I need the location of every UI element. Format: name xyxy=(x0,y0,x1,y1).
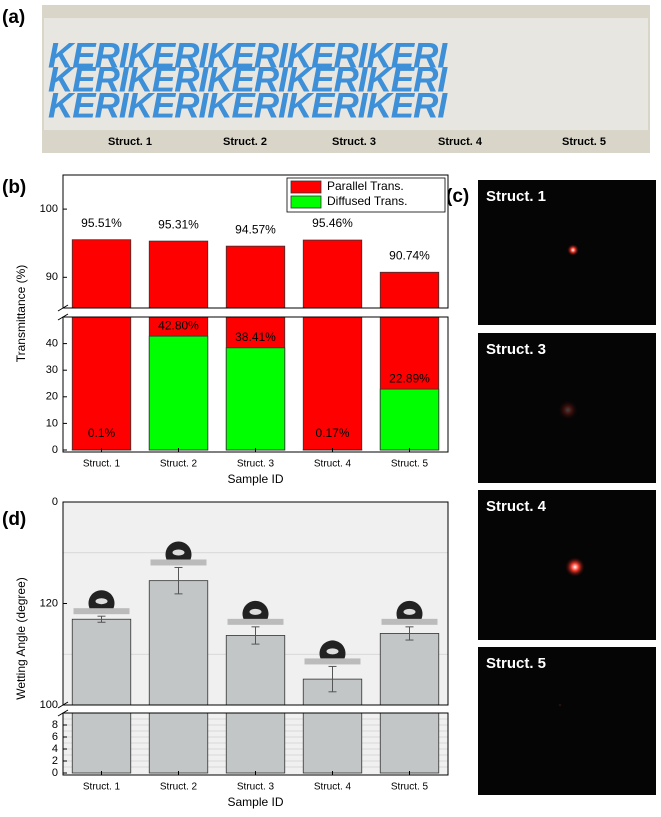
diffraction-label: Struct. 1 xyxy=(486,188,546,205)
value-label: 95.31% xyxy=(158,217,199,231)
break-mark xyxy=(57,709,69,717)
droplet-highlight xyxy=(95,598,108,605)
diffraction-spot xyxy=(567,244,579,256)
y-axis-label: Wetting Angle (degree) xyxy=(14,577,28,700)
bar xyxy=(148,580,209,774)
y-tick-label: 30 xyxy=(46,364,58,376)
bar xyxy=(225,347,286,451)
y-tick-label: 10 xyxy=(46,417,58,429)
y-tick-label: 100 xyxy=(40,699,58,711)
diffraction-label: Struct. 5 xyxy=(486,655,546,672)
bar xyxy=(71,618,132,774)
x-axis-label: Sample ID xyxy=(227,795,283,809)
photo-label: Struct. 5 xyxy=(562,136,606,148)
droplet-substrate xyxy=(227,618,284,625)
panel-label: (d) xyxy=(2,509,26,530)
x-tick-label: Struct. 4 xyxy=(314,782,352,793)
legend-swatch xyxy=(290,195,322,209)
droplet-highlight xyxy=(403,608,416,615)
y-tick-label: 2 xyxy=(52,755,58,767)
legend-label: Diffused Trans. xyxy=(327,194,407,208)
panel-label: (b) xyxy=(2,177,26,198)
diffraction-image xyxy=(478,180,656,325)
diffraction-spot xyxy=(565,557,585,577)
value-label: 0.17% xyxy=(315,426,349,440)
value-label: 0.1% xyxy=(88,426,116,440)
bar xyxy=(302,678,363,774)
value-label: 42.80% xyxy=(158,318,199,332)
value-label: 94.57% xyxy=(235,222,276,236)
photo-label: Struct. 2 xyxy=(223,136,267,148)
y-tick-label: 20 xyxy=(46,391,58,403)
legend-label: Parallel Trans. xyxy=(327,179,404,193)
frame xyxy=(62,174,449,309)
bar xyxy=(148,335,209,451)
y-tick-label: 100 xyxy=(40,203,58,215)
y-axis-label: Transmittance (%) xyxy=(14,265,28,363)
diffraction-spot xyxy=(558,703,562,707)
photo-label: Struct. 4 xyxy=(438,136,483,148)
droplet-substrate xyxy=(150,559,207,566)
photo-text: KERIKERIKERIKERIKERI xyxy=(48,86,448,125)
droplet-substrate xyxy=(304,658,361,665)
x-tick-label: Struct. 1 xyxy=(83,459,121,470)
axis-break xyxy=(59,308,452,317)
bar xyxy=(379,388,440,451)
y-tick-label: 0 xyxy=(52,767,58,779)
value-label: 90.74% xyxy=(389,248,430,262)
x-tick-label: Struct. 3 xyxy=(237,459,275,470)
photo-label: Struct. 1 xyxy=(108,136,152,148)
value-label: 95.51% xyxy=(81,216,122,230)
y-tick-label: 4 xyxy=(52,743,58,755)
y-tick-label: 6 xyxy=(52,731,58,743)
y-tick-label: 8 xyxy=(52,719,58,731)
photo: KERIKERIKERIKERIKERIKERIKERIKERIKERIKERI… xyxy=(42,5,650,153)
photo-label: Struct. 3 xyxy=(332,136,376,148)
axis-break xyxy=(59,705,452,713)
value-label: 22.89% xyxy=(389,371,430,385)
x-tick-label: Struct. 1 xyxy=(83,782,121,793)
photo-text: KERIKERIKERIKERIKERI xyxy=(48,60,448,99)
value-label: 95.46% xyxy=(312,216,353,230)
droplet-highlight xyxy=(326,648,339,655)
bar xyxy=(379,633,440,774)
photo-text: KERIKERIKERIKERIKERI xyxy=(48,36,448,75)
x-tick-label: Struct. 3 xyxy=(237,782,275,793)
bar xyxy=(225,635,286,774)
legend-swatch xyxy=(290,180,322,194)
droplet-highlight xyxy=(249,608,262,615)
x-tick-label: Struct. 5 xyxy=(391,459,429,470)
bar xyxy=(71,239,132,451)
droplet-highlight xyxy=(172,549,185,556)
value-label: 38.41% xyxy=(235,330,276,344)
x-tick-label: Struct. 2 xyxy=(160,459,198,470)
x-tick-label: Struct. 2 xyxy=(160,782,198,793)
x-axis-label: Sample ID xyxy=(227,472,283,486)
diffraction-label: Struct. 3 xyxy=(486,341,546,358)
y-tick-label: 90 xyxy=(46,271,58,283)
diffraction-image xyxy=(478,647,656,795)
diffraction-label: Struct. 4 xyxy=(486,498,547,515)
x-tick-label: Struct. 4 xyxy=(314,459,352,470)
droplet-substrate xyxy=(381,618,438,625)
droplet-substrate xyxy=(73,608,130,615)
break-mark xyxy=(57,313,69,321)
panel-label: (a) xyxy=(2,7,25,28)
panel-label: (c) xyxy=(446,186,469,207)
diffraction-spot xyxy=(558,400,578,420)
y-tick-label: 120 xyxy=(40,597,58,609)
x-tick-label: Struct. 5 xyxy=(391,782,429,793)
y-tick-label: 0 xyxy=(52,496,58,508)
break-mark xyxy=(57,304,69,312)
bar xyxy=(302,239,363,451)
y-tick-label: 0 xyxy=(52,444,58,456)
film xyxy=(44,18,648,130)
y-tick-label: 40 xyxy=(46,338,58,350)
